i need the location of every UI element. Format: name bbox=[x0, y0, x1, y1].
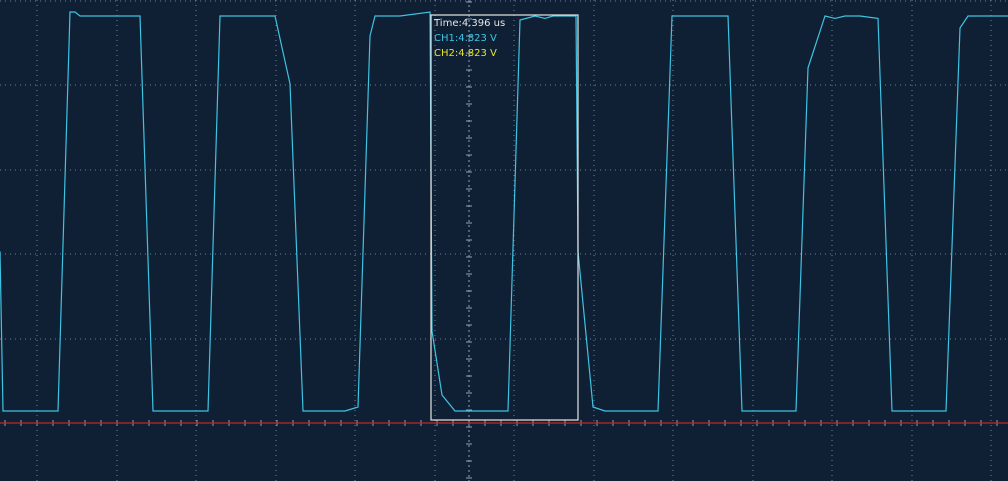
ch1-readout: CH1:4.823 V bbox=[434, 33, 497, 44]
ch2-readout: CH2:4.823 V bbox=[434, 48, 497, 59]
trace-ch1 bbox=[0, 11, 1008, 412]
cursor-window[interactable] bbox=[430, 14, 579, 421]
traces bbox=[0, 11, 1008, 412]
center-axes bbox=[4, 0, 998, 481]
time-readout: Time:4.396 us bbox=[433, 18, 505, 29]
